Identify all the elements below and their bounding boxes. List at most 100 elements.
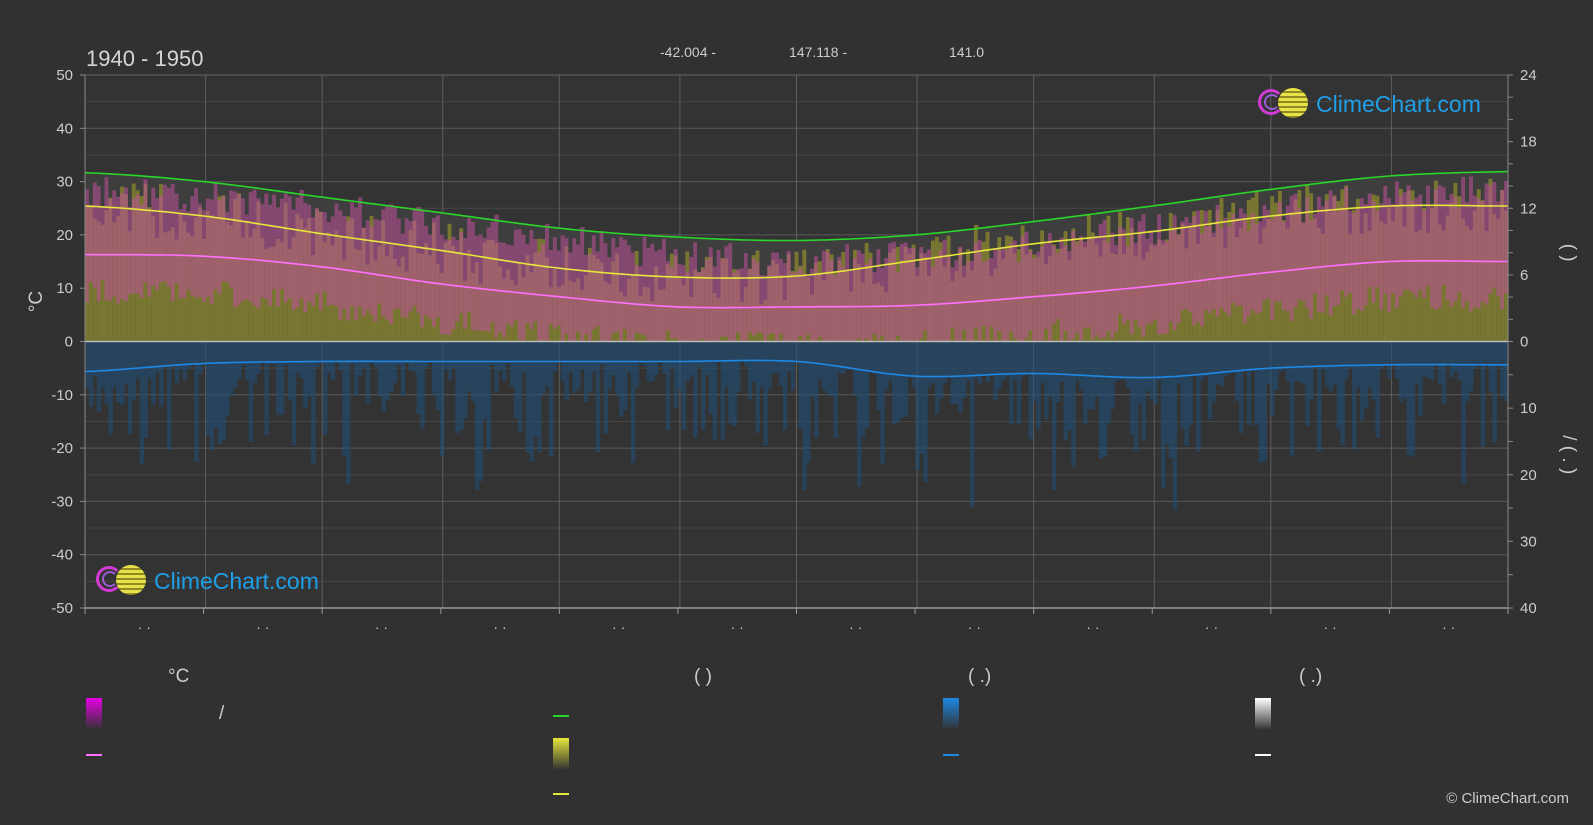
- temp-bar: [1449, 193, 1455, 307]
- temp-bar: [1426, 185, 1431, 287]
- temp-bar: [1145, 238, 1150, 325]
- logo-bottom[interactable]: ClimeChart.com: [96, 564, 319, 598]
- temp-bar: [973, 242, 979, 328]
- series-line-mean_temp: [84, 253, 1508, 309]
- temp-bar: [778, 258, 784, 334]
- temp-bar: [338, 210, 343, 320]
- precip-bar: [369, 341, 375, 364]
- temp-bar: [268, 204, 273, 306]
- precip-bar: [533, 341, 538, 437]
- precip-bar: [1363, 341, 1369, 408]
- temp-bar: [1164, 241, 1170, 334]
- precip-bar: [689, 341, 694, 376]
- x-tick-label: · ·: [493, 619, 506, 635]
- precip-bar: [451, 341, 456, 368]
- temp-bar: [1398, 195, 1404, 297]
- precip-bar: [1129, 341, 1135, 435]
- precip-bar: [895, 341, 901, 423]
- temp-bar: [1383, 185, 1388, 294]
- precip-bar: [576, 341, 581, 390]
- temp-bar: [272, 194, 277, 290]
- precip-bar: [977, 341, 983, 384]
- precip-bar: [131, 341, 137, 401]
- temp-bar: [1504, 180, 1509, 294]
- temp-bar: [1328, 190, 1334, 316]
- precip-bar: [85, 341, 90, 388]
- temp-bar: [381, 209, 386, 317]
- temp-bar: [1371, 201, 1377, 303]
- precip-bar: [907, 341, 913, 378]
- temp-bar: [993, 248, 998, 342]
- temp-bar: [564, 238, 570, 335]
- temp-bar: [1040, 246, 1045, 341]
- temp-bar: [517, 229, 523, 340]
- temp-bar: [1316, 196, 1322, 312]
- precip-bar: [455, 341, 460, 434]
- y-tick-right-precip: 40: [1520, 600, 1537, 617]
- precip-bar: [268, 341, 273, 364]
- temp-bar: [1133, 242, 1139, 321]
- logo-top[interactable]: ClimeChart.com: [1258, 87, 1481, 121]
- temp-bar: [1044, 243, 1049, 329]
- temp-bar: [1242, 213, 1248, 324]
- precip-bar: [541, 341, 546, 394]
- precip-bar: [872, 341, 878, 374]
- temp-bar: [611, 238, 616, 333]
- precip-bar: [1418, 341, 1423, 416]
- y-tick-left: 0: [65, 334, 73, 351]
- temp-bar: [856, 250, 862, 339]
- precip-bar: [459, 341, 464, 431]
- temp-bar: [681, 265, 686, 342]
- temp-bar: [237, 193, 242, 305]
- temp-bar: [1258, 221, 1263, 313]
- temp-bar: [1297, 208, 1302, 300]
- precip-bar: [342, 341, 347, 456]
- precip-bar: [1320, 341, 1326, 370]
- temp-bar: [1211, 232, 1217, 310]
- precip-bar: [981, 341, 987, 376]
- legend-rain-swatch: [943, 698, 959, 730]
- temp-bar: [443, 239, 449, 335]
- temp-bar: [572, 238, 577, 342]
- temp-bar: [244, 214, 250, 300]
- precip-bar: [1465, 341, 1470, 402]
- precip-bar: [658, 341, 663, 363]
- precip-bar: [1153, 341, 1158, 405]
- temp-bar: [704, 259, 710, 342]
- temp-bar: [841, 266, 846, 342]
- precip-bar: [1504, 341, 1509, 402]
- precip-bar: [428, 341, 433, 362]
- precip-bar: [669, 341, 675, 368]
- y-tick-left: -40: [51, 547, 73, 564]
- precip-bar: [825, 341, 831, 394]
- precip-bar: [1211, 341, 1217, 402]
- sunshine-bar: [155, 238, 160, 342]
- precip-bar: [1277, 341, 1283, 372]
- precip-bar: [587, 341, 593, 393]
- temp-bar: [92, 182, 98, 288]
- precip-bar: [1359, 341, 1365, 421]
- y-tick-right-hours: 18: [1520, 134, 1537, 151]
- precip-bar: [1184, 341, 1189, 446]
- temp-bar: [525, 244, 531, 324]
- sunshine-bar: [1426, 232, 1431, 342]
- precip-bar: [545, 341, 550, 387]
- precip-bar: [841, 341, 846, 374]
- series-line-precipitation: [84, 359, 1508, 379]
- temp-bar: [1324, 200, 1330, 296]
- y-tick-right-hours: 0: [1520, 334, 1528, 351]
- temp-bar: [412, 209, 417, 306]
- temp-bar: [1083, 241, 1088, 329]
- precip-bar: [899, 341, 905, 418]
- temp-bar: [1219, 227, 1224, 308]
- temp-bar: [1375, 210, 1380, 288]
- precip-bar: [833, 341, 839, 438]
- temp-bar: [603, 243, 609, 342]
- precip-bar: [1457, 341, 1462, 381]
- precip-bar: [509, 341, 515, 387]
- precip-bar: [112, 341, 117, 388]
- temp-bar: [1071, 230, 1076, 339]
- precip-bar: [1430, 341, 1435, 380]
- temp-bar: [962, 265, 967, 330]
- temp-bar: [934, 256, 940, 342]
